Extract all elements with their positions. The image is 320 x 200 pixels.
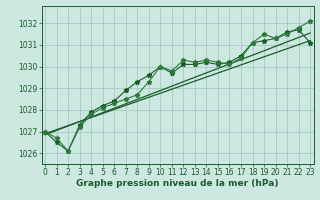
X-axis label: Graphe pression niveau de la mer (hPa): Graphe pression niveau de la mer (hPa) <box>76 179 279 188</box>
